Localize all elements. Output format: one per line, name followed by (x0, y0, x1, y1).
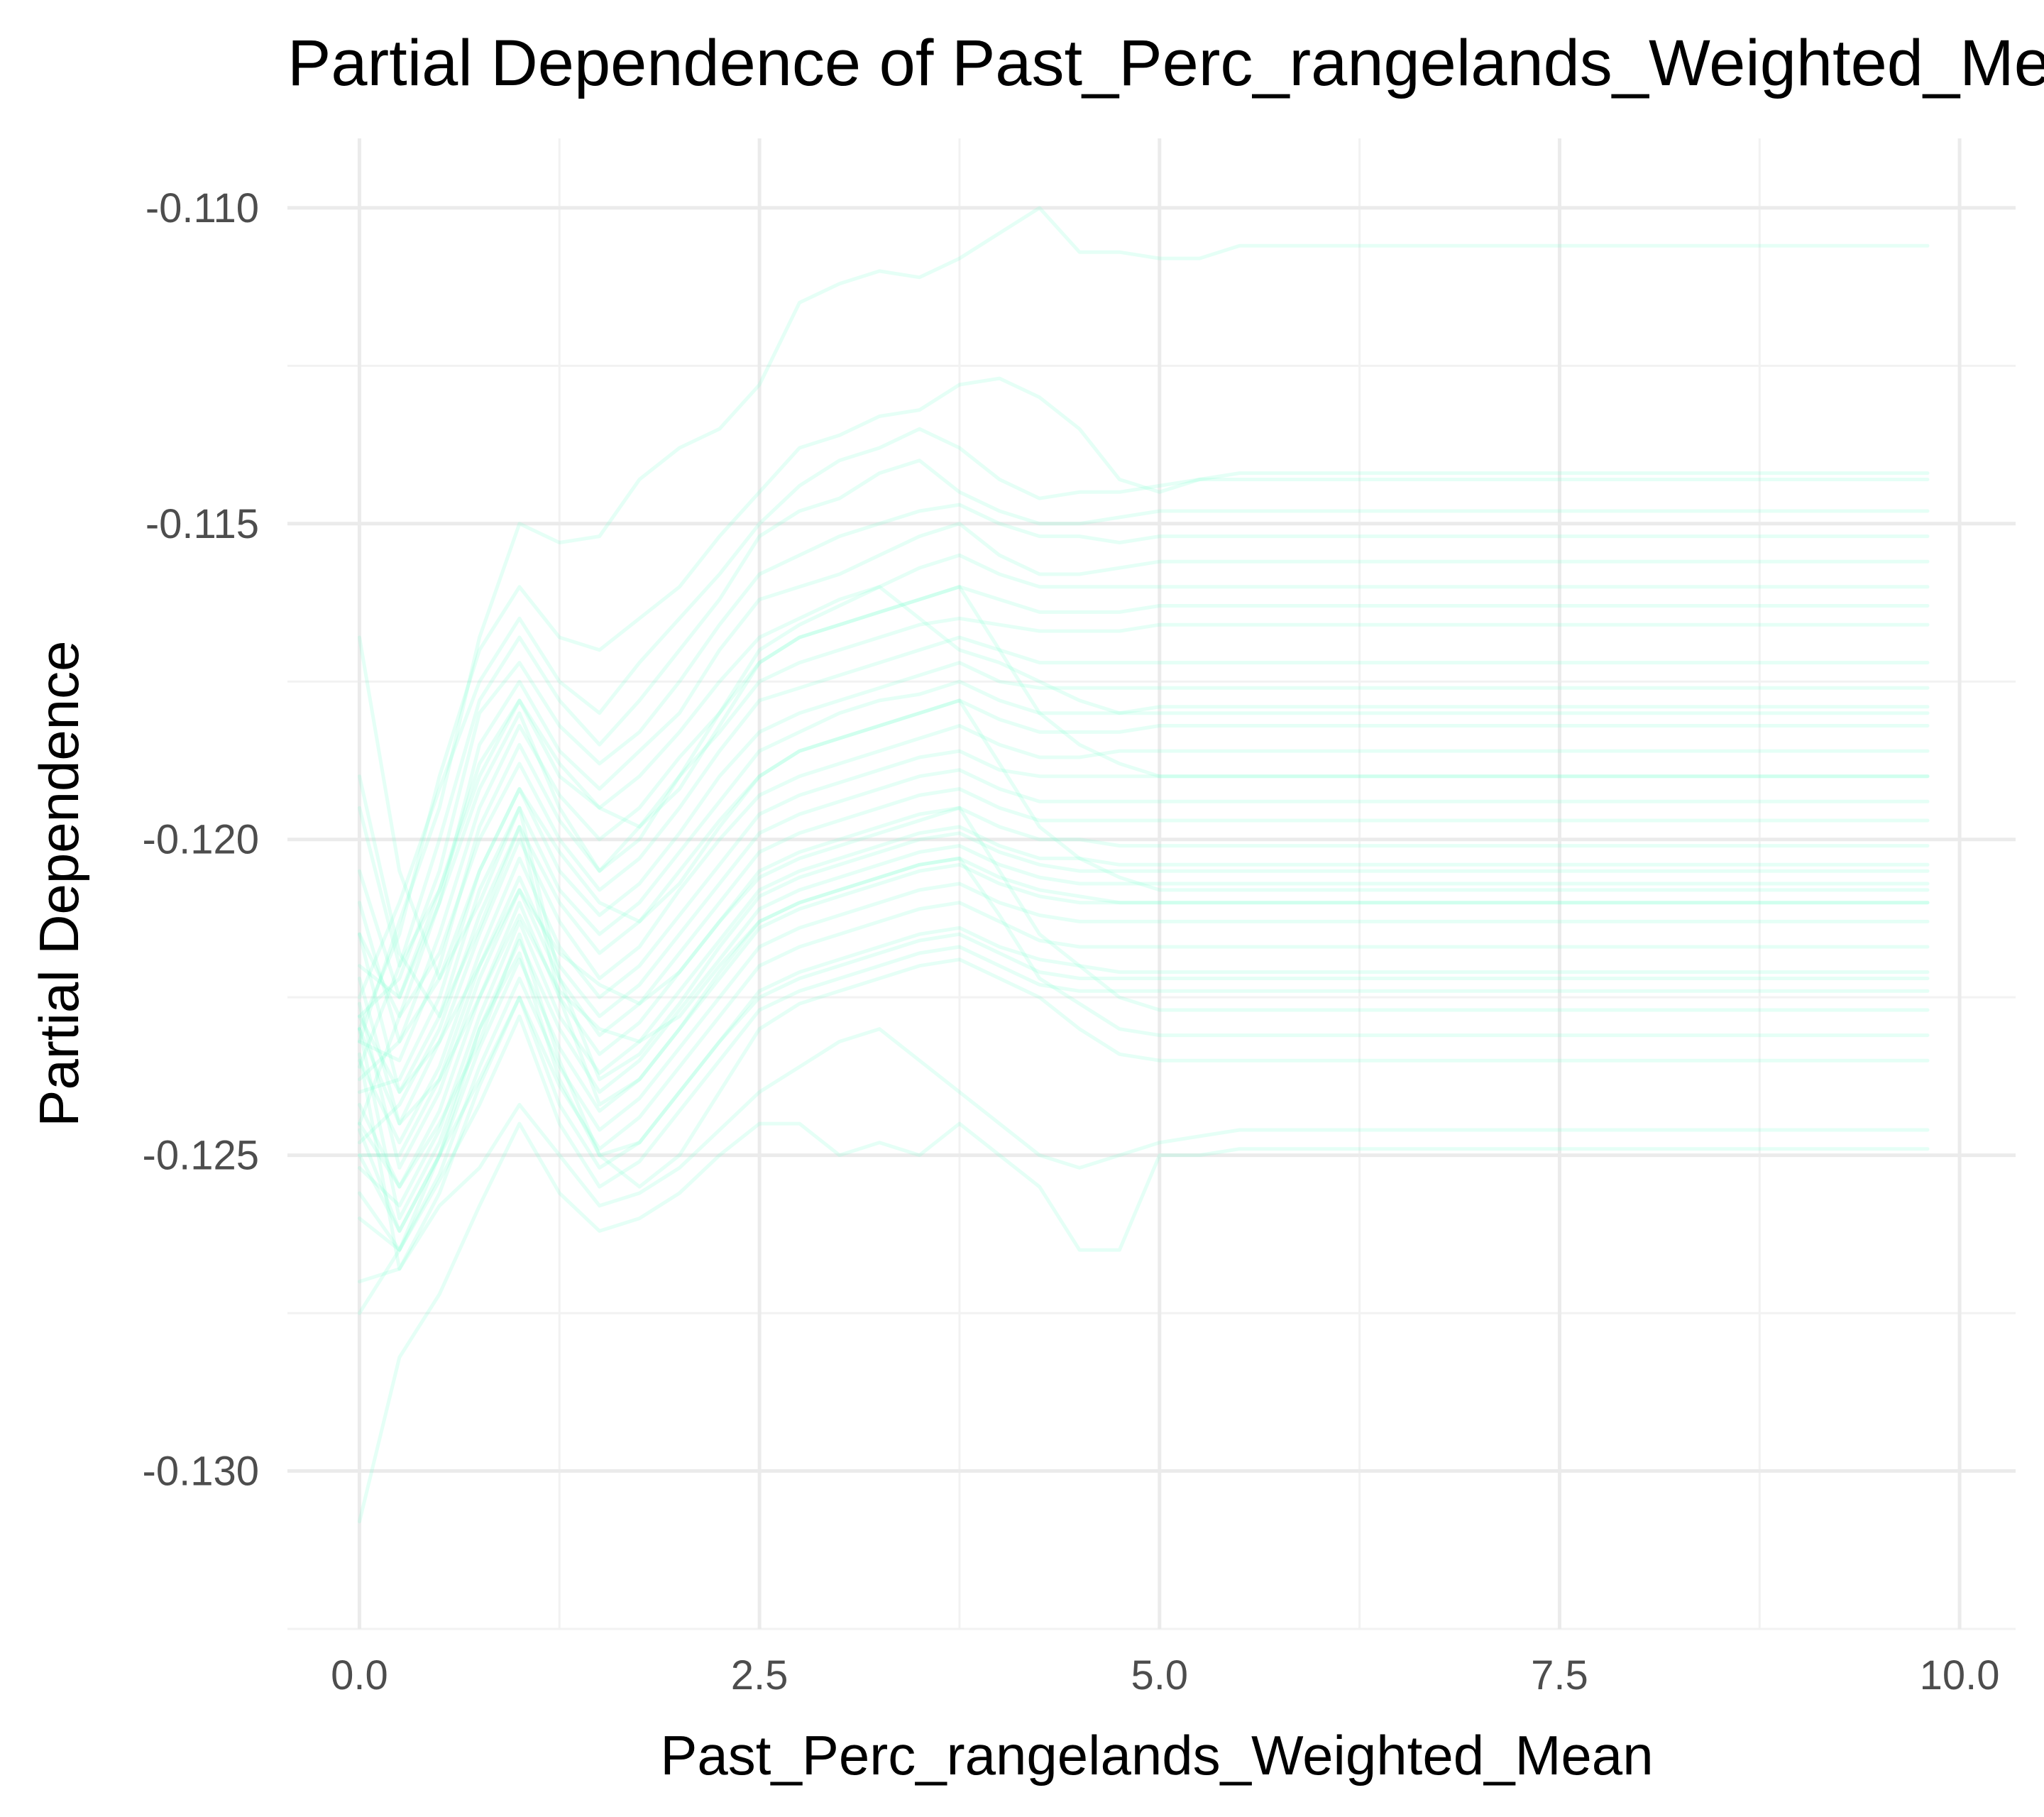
ice-line (358, 376, 1930, 1031)
major-gridlines (287, 138, 2016, 1629)
ice-line (358, 787, 1930, 1170)
ice-line (358, 616, 1930, 1063)
ice-lines (358, 206, 1930, 1524)
ice-line (358, 553, 1930, 999)
y-tick-label: -0.120 (143, 817, 259, 863)
ice-line (358, 844, 1930, 1221)
ice-line (358, 679, 1930, 1094)
ice-line (358, 882, 1930, 1252)
ice-line (358, 749, 1930, 1145)
ice-line (358, 768, 1930, 1158)
ice-line (358, 698, 1930, 1043)
x-tick-label: 10.0 (1920, 1652, 2000, 1698)
ice-line (358, 635, 1930, 1019)
ice-line (358, 724, 1930, 1126)
ice-line (358, 806, 1930, 1189)
ice-line (358, 825, 1930, 1208)
x-tick-label: 0.0 (331, 1652, 388, 1698)
ice-line (358, 774, 1930, 1107)
ice-line (358, 459, 1930, 1069)
ice-line (358, 503, 1930, 1019)
ice-line (358, 635, 1930, 1082)
ice-line (358, 661, 1930, 1094)
y-tick-label: -0.115 (145, 501, 259, 547)
ice-line (358, 698, 1930, 1145)
ice-line (358, 945, 1930, 1252)
ice-line (358, 585, 1930, 999)
y-axis-tick-labels: -0.130 -0.125 -0.120 -0.115 -0.110 (143, 185, 259, 1495)
ice-line (358, 806, 1930, 1094)
x-tick-label: 5.0 (1131, 1652, 1188, 1698)
ice-line (358, 522, 1930, 1126)
ice-line (358, 585, 1930, 968)
ice-line (358, 427, 1930, 999)
x-axis-tick-labels: 0.0 2.5 5.0 7.5 10.0 (331, 1652, 1999, 1698)
ice-line (358, 862, 1930, 1233)
ice-line (358, 856, 1930, 1126)
ice-line (358, 1027, 1930, 1284)
y-tick-label: -0.110 (145, 185, 259, 231)
ice-line (358, 206, 1930, 1043)
x-tick-label: 7.5 (1531, 1652, 1588, 1698)
ice-line (358, 1121, 1930, 1524)
x-axis-title: Past_Perc_rangelands_Weighted_Mean (660, 1724, 1653, 1786)
minor-gridlines (287, 138, 2016, 1630)
ice-line (358, 901, 1930, 1271)
y-tick-label: -0.125 (143, 1133, 259, 1179)
x-tick-label: 2.5 (731, 1652, 789, 1698)
ice-line (358, 932, 1930, 1315)
y-axis-title: Partial Dependence (28, 640, 90, 1126)
ice-line (358, 585, 1930, 1082)
ice-line (358, 926, 1930, 1233)
chart-title: Partial Dependence of Past_Perc_rangelan… (287, 27, 2044, 99)
ice-line (358, 932, 1930, 1189)
y-tick-label: -0.130 (143, 1449, 259, 1495)
